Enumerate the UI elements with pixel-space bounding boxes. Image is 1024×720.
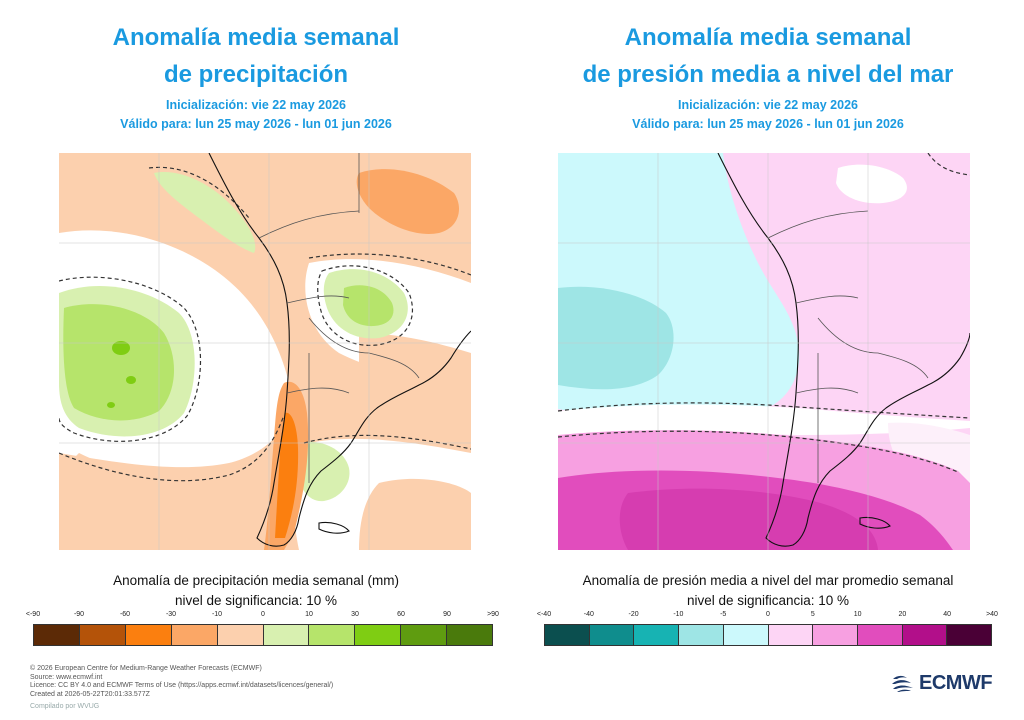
pressure-panel: Anomalía media semanal de presión media …	[512, 0, 1024, 650]
wet-anomaly-area	[154, 172, 256, 253]
source-line: Source: www.ecmwf.int	[30, 673, 103, 681]
ecmwf-logo[interactable]: ECMWF	[891, 672, 993, 695]
copyright-footer: © 2026 European Centre for Medium-Range …	[30, 665, 333, 699]
scale-color-swatch	[634, 625, 680, 645]
compiled-note: Compilado por WVUG	[30, 703, 100, 710]
scale-tick-label: 20	[898, 611, 907, 618]
scale-color-swatch	[263, 625, 310, 645]
strong-positive-core	[619, 488, 878, 550]
scale-tick-label: 60	[397, 611, 405, 618]
scale-color-swatch	[447, 625, 493, 645]
wet-anomaly-area	[343, 285, 394, 327]
scale-color-swatch	[768, 625, 814, 645]
scale-tick-label: -90	[73, 611, 85, 618]
pressure-map-svg	[558, 153, 970, 550]
scale-color-swatch	[902, 625, 948, 645]
precipitation-title: Anomalía media semanal de precipitación	[112, 24, 400, 88]
pressure-caption: Anomalía de presión media a nivel del ma…	[582, 573, 954, 608]
scale-tick-label: <-90	[25, 611, 41, 618]
scale-tick-label: 90	[443, 611, 451, 618]
wet-anomaly-area	[63, 304, 175, 421]
scale-tick-label: <-40	[536, 611, 552, 618]
scale-color-swatch	[34, 625, 80, 645]
scale-color-swatch	[355, 625, 402, 645]
scale-color-swatch	[545, 625, 590, 645]
strong-wet-anomaly	[126, 376, 136, 384]
valid-range: Válido para: lun 25 may 2026 - lun 01 ju…	[120, 117, 392, 131]
scale-tick-label: 30	[351, 611, 359, 618]
scale-tick-label: -40	[583, 611, 594, 618]
scale-color-swatch	[309, 625, 356, 645]
scale-tick-label: >90	[487, 611, 499, 618]
scale-color-swatch	[947, 625, 992, 645]
scale-tick-label: >40	[986, 611, 998, 618]
valid-range: Válido para: lun 25 may 2026 - lun 01 ju…	[632, 117, 904, 131]
scale-color-swatch	[857, 625, 903, 645]
scale-tick-label: -20	[628, 611, 639, 618]
scale-tick-label: 0	[261, 611, 265, 618]
pressure-color-scale: <-40 -40 -20 -10 -5 0 5 10 20 40 >40	[537, 611, 998, 649]
scale-tick-label: -10	[211, 611, 223, 618]
scale-color-swatch	[723, 625, 769, 645]
scale-tick-label: -60	[119, 611, 131, 618]
dry-anomaly-area	[356, 169, 459, 234]
precipitation-caption: Anomalía de precipitación media semanal …	[113, 573, 399, 608]
negative-anomaly-area	[558, 286, 674, 390]
scale-color-swatch	[125, 625, 172, 645]
scale-color-swatch	[79, 625, 126, 645]
dry-anomaly-area	[359, 478, 471, 550]
pressure-title: Anomalía media semanal de presión media …	[582, 24, 954, 88]
precipitation-scale-bar	[33, 624, 493, 646]
strong-wet-anomaly	[112, 341, 130, 355]
near-zero-band	[558, 404, 970, 435]
init-date: Inicialización: vie 22 may 2026	[166, 98, 346, 112]
scale-color-swatch	[679, 625, 724, 645]
scale-tick-label: 5	[810, 611, 815, 618]
scale-tick-label: 10	[305, 611, 313, 618]
pressure-map[interactable]	[558, 153, 970, 550]
licence-line: Licence: CC BY 4.0 and ECMWF Terms of Us…	[30, 682, 334, 690]
scale-tick-label: 0	[766, 611, 770, 618]
pressure-dates: Inicialización: vie 22 may 2026 Válido p…	[512, 96, 1024, 134]
scale-tick-label: -5	[720, 611, 727, 618]
significance-contours	[558, 153, 970, 473]
precipitation-scale-ticks: <-90 -90 -60 -30 -10 0 10 30 60 90 >90	[26, 611, 499, 623]
ecmwf-logo-text: ECMWF	[919, 672, 993, 694]
precipitation-panel: Anomalía media semanal de precipitación …	[0, 0, 512, 650]
precipitation-map[interactable]	[59, 153, 471, 550]
dry-anomaly-area	[359, 333, 471, 423]
scale-color-swatch	[401, 625, 448, 645]
scale-color-swatch	[589, 625, 635, 645]
scale-tick-label: 40	[943, 611, 952, 618]
scale-color-swatch	[217, 625, 264, 645]
lat-lon-grid	[558, 153, 970, 550]
copyright-line: © 2026 European Centre for Medium-Range …	[30, 665, 262, 672]
dry-anomaly-area	[59, 453, 250, 550]
near-zero-region	[836, 164, 907, 204]
strong-wet-anomaly	[107, 402, 115, 408]
country-borders	[767, 210, 929, 483]
init-date: Inicialización: vie 22 may 2026	[678, 98, 858, 112]
ecmwf-logo-icon	[892, 675, 913, 692]
lat-lon-grid	[59, 153, 471, 550]
scale-color-swatch	[813, 625, 858, 645]
scale-tick-label: 10	[853, 611, 862, 618]
precipitation-dates: Inicialización: vie 22 may 2026 Válido p…	[0, 96, 512, 134]
created-line: Created at 2026-05-22T20:01:33.577Z	[30, 690, 150, 698]
precipitation-color-scale: <-90 -90 -60 -30 -10 0 10 30 60 90 >90	[26, 611, 499, 649]
scale-color-swatch	[171, 625, 218, 645]
scale-tick-label: -10	[673, 611, 684, 618]
pressure-scale-ticks: <-40 -40 -20 -10 -5 0 5 10 20 40 >40	[537, 611, 998, 623]
precipitation-map-svg	[59, 153, 471, 550]
pressure-scale-bar	[544, 624, 992, 646]
scale-tick-label: -30	[165, 611, 177, 618]
